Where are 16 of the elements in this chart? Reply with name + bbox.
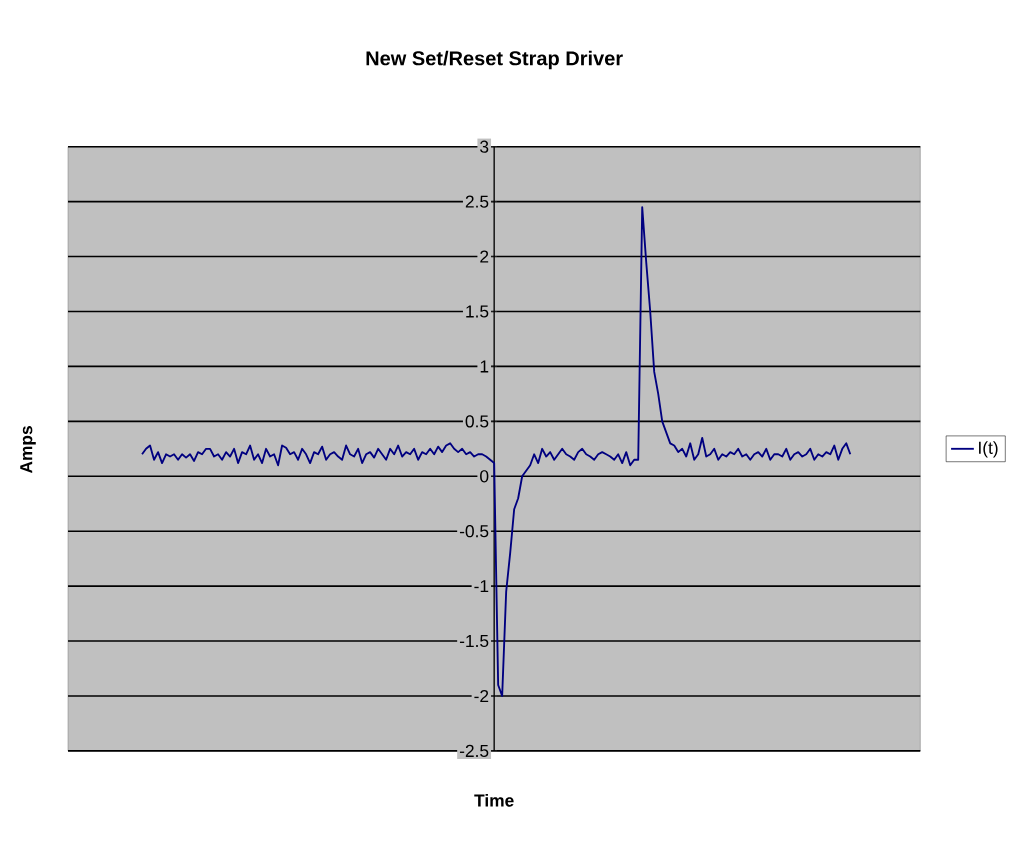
y-tick-label: -1.5: [459, 635, 489, 648]
y-tick-label: 3: [480, 140, 489, 154]
y-tick-label: -0.5: [459, 525, 489, 538]
y-tick-label: 0.5: [465, 415, 489, 428]
x-axis-title: Time: [474, 794, 514, 807]
y-tick-label: -2: [474, 690, 489, 703]
y-tick-label: -2.5: [459, 744, 489, 758]
y-tick-label: 2: [480, 250, 489, 263]
y-tick-label: 1: [480, 360, 489, 373]
chart-title: New Set/Reset Strap Driver: [366, 50, 623, 70]
legend-label: I(t): [979, 441, 998, 458]
y-tick-label: 2.5: [465, 195, 489, 208]
y-tick-label: 0: [480, 470, 489, 483]
y-tick-label: -1: [474, 580, 489, 593]
y-axis-title: Amps: [20, 426, 36, 474]
y-tick-label: 1.5: [466, 305, 489, 318]
